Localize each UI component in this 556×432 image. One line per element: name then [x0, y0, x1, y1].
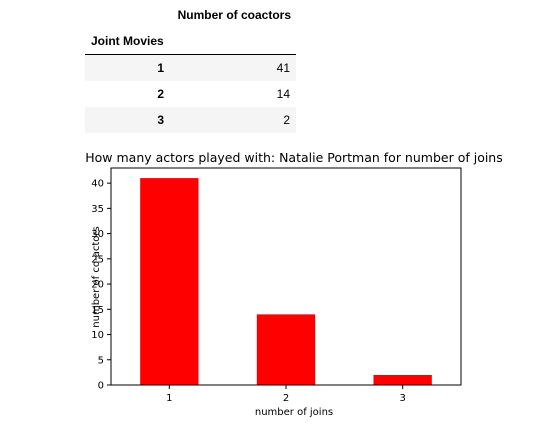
y-tick-label: 10 [91, 330, 104, 341]
y-tick-label: 15 [91, 305, 104, 316]
row-value: 14 [276, 87, 290, 101]
table-header-row: Number of coactors [85, 8, 296, 26]
y-tick-label: 25 [91, 254, 104, 265]
x-axis-label: number of joins [255, 407, 333, 418]
bar-3 [373, 374, 432, 385]
row-value: 2 [283, 113, 290, 127]
y-tick-label: 5 [98, 355, 104, 366]
bar-1 [140, 178, 199, 385]
x-tick-label: 3 [399, 393, 405, 404]
bars-group [140, 178, 432, 385]
index-name: Joint Movies [91, 34, 164, 48]
y-axis-label: number of co-actors [91, 226, 102, 327]
y-tick-label: 35 [91, 204, 104, 215]
x-axis-ticks: 1 2 3 [166, 385, 406, 404]
y-tick-label: 40 [91, 179, 104, 190]
row-value: 41 [276, 61, 290, 75]
y-axis-ticks: 0 5 10 15 20 25 30 35 40 [91, 179, 111, 392]
table-index-header-row: Joint Movies [85, 30, 296, 55]
x-tick-label: 2 [283, 393, 289, 404]
x-tick-label: 1 [166, 393, 172, 404]
row-index: 2 [157, 87, 164, 101]
table-row: 2 14 [85, 81, 296, 107]
plot-frame [110, 167, 462, 386]
y-tick-label: 30 [91, 229, 104, 240]
chart-title: How many actors played with: Natalie Por… [85, 150, 503, 165]
y-tick-label: 0 [98, 381, 104, 392]
row-index: 3 [157, 113, 164, 127]
bar-2 [256, 314, 316, 385]
column-header: Number of coactors [177, 8, 291, 22]
row-index: 1 [157, 61, 164, 75]
y-tick-label: 20 [91, 280, 104, 291]
table-row: 3 2 [85, 107, 296, 133]
table-row: 1 41 [85, 55, 296, 81]
